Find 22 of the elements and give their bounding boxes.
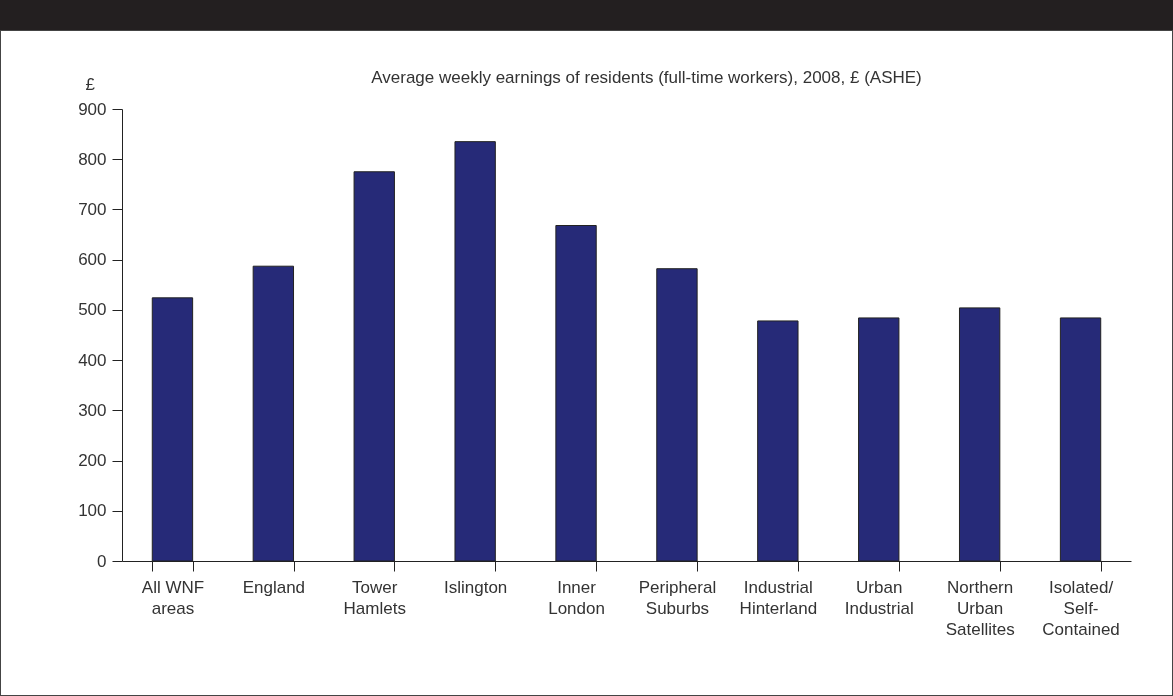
x-tick-label: Isolated/ Self- Contained [1042, 577, 1120, 639]
y-axis-title: £ [85, 74, 96, 94]
y-tick-label: 800 [78, 149, 107, 169]
y-tick-label: 400 [78, 350, 107, 370]
x-tick-label: Urban Industrial [844, 577, 914, 618]
x-tick-label: Islington [443, 577, 508, 597]
chart-title: Average weekly earnings of residents (full-time workers), 2008, £ (ASHE) [371, 68, 922, 87]
y-tick-label: 600 [78, 250, 107, 270]
y-tick-label: 900 [78, 99, 107, 119]
y-tick-label: 300 [78, 400, 107, 420]
x-tick-label: Peripheral Suburbs [638, 577, 717, 618]
x-tick-label: England [242, 577, 306, 597]
y-tick-label: 500 [78, 300, 107, 320]
x-tick-label: Inner London [548, 577, 605, 618]
y-tick-label: 200 [78, 451, 107, 471]
x-tick-label: All WNF areas [141, 577, 205, 618]
x-tick-label: Tower Hamlets [343, 577, 406, 618]
y-tick-label: 0 [97, 551, 107, 571]
y-tick-label: 100 [78, 501, 107, 521]
x-tick-label: Industrial Hinterland [739, 577, 818, 618]
y-tick-label: 700 [78, 199, 107, 219]
x-tick-label: Northern Urban Satellites [945, 577, 1015, 639]
